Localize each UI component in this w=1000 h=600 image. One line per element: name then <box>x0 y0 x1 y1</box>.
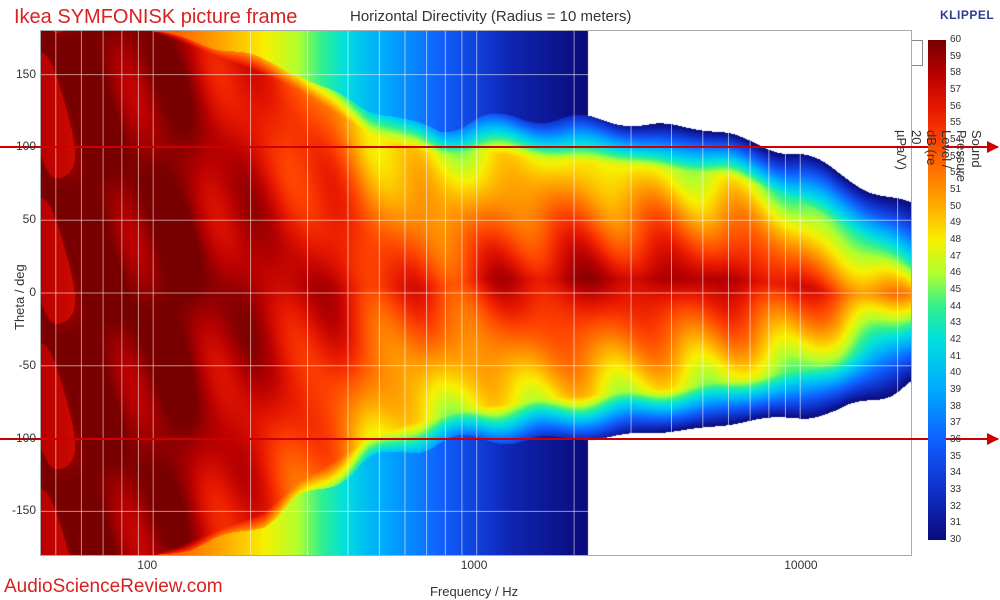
title-measurement: Horizontal Directivity (Radius = 10 mete… <box>350 8 631 25</box>
x-axis-label: Frequency / Hz <box>430 584 518 599</box>
colorbar <box>928 40 946 540</box>
ref-line-plus-100 <box>0 146 998 148</box>
colorbar-canvas <box>928 40 946 540</box>
watermark: AudioScienceReview.com <box>4 576 223 598</box>
directivity-heatmap <box>40 30 912 556</box>
brand-label: KLIPPEL <box>940 8 994 22</box>
colorbar-label: Sound Pressure Level / dB (re 20 µPa/V) <box>894 130 984 182</box>
chart-container: Ikea SYMFONISK picture frame Horizontal … <box>0 0 1000 600</box>
ref-line-minus-100 <box>0 438 998 440</box>
grid-overlay <box>41 31 911 555</box>
title-product: Ikea SYMFONISK picture frame <box>14 6 297 29</box>
